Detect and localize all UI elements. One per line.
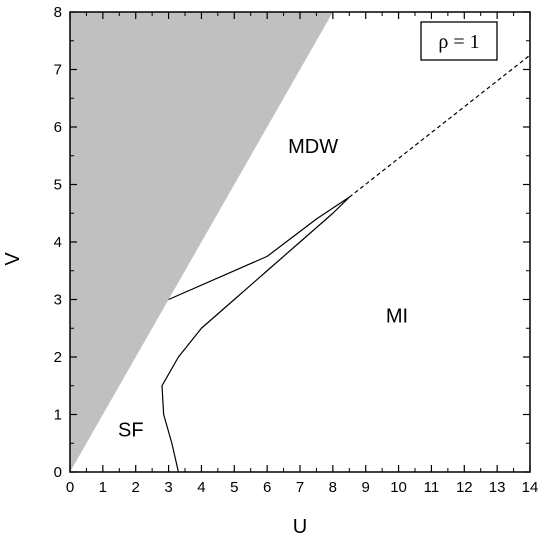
x-tick-label: 0: [66, 479, 74, 496]
phase-boundary-line-3: [348, 54, 531, 198]
plot-area: MDW MI SF: [69, 11, 531, 473]
phase-boundary-line-2: [168, 196, 350, 301]
shaded-region: [70, 12, 333, 472]
x-tick-label: 9: [362, 479, 370, 496]
x-axis: 0 1 2 3 4 5 6 7 8 9 10 11 12 13 14: [66, 12, 539, 496]
x-tick-label: 11: [424, 479, 440, 496]
x-tick-label: 4: [197, 479, 205, 496]
y-tick-label: 2: [54, 349, 62, 366]
y-tick-label: 0: [54, 464, 62, 481]
y-tick-label: 1: [54, 407, 62, 424]
phase-boundary-line-1: [161, 196, 350, 473]
y-tick-label: 6: [54, 119, 62, 136]
region-label-mi: MI: [386, 306, 408, 328]
x-tick-label: 5: [230, 479, 238, 496]
y-tick-label: 7: [54, 62, 62, 79]
y-tick-label: 8: [54, 4, 62, 21]
y-tick-label: 3: [54, 292, 62, 309]
y-tick-label: 4: [54, 234, 62, 251]
region-label-mdw: MDW: [288, 136, 338, 158]
legend-box: ρ = 1: [420, 21, 498, 61]
x-tick-label: 8: [329, 479, 337, 496]
region-label-sf: SF: [118, 419, 144, 441]
legend-frame: [420, 21, 498, 61]
x-tick-label: 10: [390, 479, 407, 496]
x-tick-label: 3: [164, 479, 172, 496]
y-tick-label: 5: [54, 177, 62, 194]
x-tick-label: 1: [99, 479, 107, 496]
x-axis-title: U: [293, 516, 307, 538]
x-tick-label: 13: [489, 479, 506, 496]
x-tick-label: 14: [522, 479, 539, 496]
y-axis: 0 1 2 3 4 5 6 7 8: [54, 4, 530, 481]
legend-label: ρ = 1: [438, 31, 479, 53]
x-tick-label: 12: [456, 479, 473, 496]
y-axis-title: V: [2, 252, 24, 266]
x-tick-label: 6: [263, 479, 271, 496]
x-tick-label: 2: [132, 479, 140, 496]
x-tick-label: 7: [296, 479, 304, 496]
